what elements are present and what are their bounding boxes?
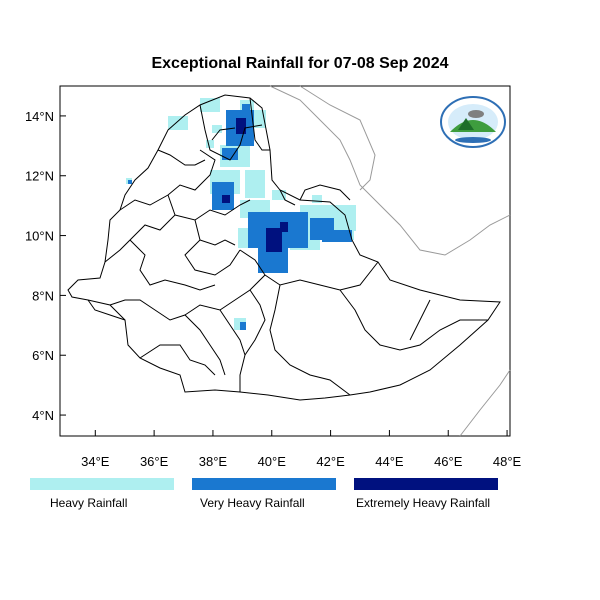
neighbor-borders — [269, 85, 511, 437]
legend-swatch-extremely-heavy — [354, 478, 498, 490]
logo-emblem — [440, 96, 506, 148]
lon-tick-label: 38°E — [199, 454, 228, 469]
legend-swatch-heavy — [30, 478, 174, 490]
lon-tick-label: 44°E — [375, 454, 404, 469]
lat-tick-label: 8°N — [32, 288, 54, 303]
map-title: Exceptional Rainfall for 07-08 Sep 2024 — [151, 55, 449, 72]
rainfall-cells — [126, 98, 356, 330]
ethiopia-outline — [67, 94, 501, 401]
legend-swatch-very-heavy — [192, 478, 336, 490]
legend-label-very-heavy: Very Heavy Rainfall — [200, 496, 305, 510]
lon-tick-label: 36°E — [140, 454, 169, 469]
lat-tick-label: 4°N — [32, 408, 54, 423]
lon-tick-label: 48°E — [493, 454, 522, 469]
legend-label-heavy: Heavy Rainfall — [50, 496, 128, 510]
lon-tick-label: 34°E — [81, 454, 110, 469]
longitude-ticks: 34°E 36°E 38°E 40°E 42°E 44°E 46°E 48°E — [81, 430, 522, 469]
lon-tick-label: 46°E — [434, 454, 463, 469]
lon-tick-label: 42°E — [316, 454, 345, 469]
legend-label-extremely-heavy: Extremely Heavy Rainfall — [356, 496, 491, 510]
lat-tick-label: 10°N — [25, 229, 54, 244]
lat-tick-label: 12°N — [25, 169, 54, 184]
lat-tick-label: 6°N — [32, 348, 54, 363]
country-borders — [67, 94, 501, 401]
lon-tick-label: 40°E — [258, 454, 287, 469]
latitude-ticks: 14°N 12°N 10°N 8°N 6°N 4°N — [25, 109, 66, 423]
lat-tick-label: 14°N — [25, 109, 54, 124]
